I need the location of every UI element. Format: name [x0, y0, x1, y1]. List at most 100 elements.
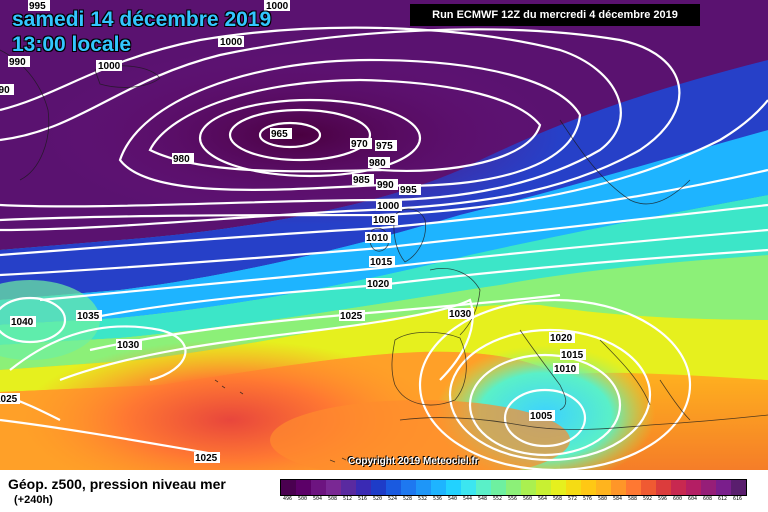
isobar-label: 1020 [549, 332, 575, 344]
colorbar-swatch [731, 480, 746, 495]
colorbar-swatch [296, 480, 311, 495]
colorbar-value-label: 572 [567, 496, 578, 502]
isobar-label: 1025 [339, 310, 365, 322]
svg-text:970: 970 [351, 139, 368, 150]
colorbar-labels: 496 500 504 508 512 516 520 524 528 532 536 540 544 5… [280, 496, 745, 502]
isobar-985 [118, 58, 582, 191]
colorbar-swatch [701, 480, 716, 495]
colorbar-swatch [641, 480, 656, 495]
forecast-date: samedi 14 décembre 2019 [12, 8, 272, 31]
band-cyan [0, 195, 768, 345]
isobar-1035 [9, 325, 187, 382]
colorbar-swatch [311, 480, 326, 495]
isobar-980 [148, 78, 542, 173]
colorbar-value-label: 600 [672, 496, 683, 502]
coast-britain [393, 208, 426, 263]
isobar-1040 [0, 296, 67, 344]
deep-low-core [40, 45, 560, 225]
svg-text:1020: 1020 [550, 333, 573, 344]
isobar-label: 1000 [218, 36, 244, 48]
forecast-local-time: 13:00 locale [12, 33, 132, 56]
colorbar-value-label: 536 [432, 496, 443, 502]
isobar-1010 [0, 203, 768, 277]
colorbar-swatch [521, 480, 536, 495]
colorbar-value-label: 616 [732, 496, 743, 502]
colorbar-value-label: 532 [417, 496, 428, 502]
colorbar-value-label: 584 [612, 496, 623, 502]
isobar-label: 1005 [372, 214, 398, 226]
svg-text:1025: 1025 [195, 453, 218, 464]
svg-text:985: 985 [353, 175, 370, 186]
svg-text:1025: 1025 [340, 311, 363, 322]
colorbar-swatch [506, 480, 521, 495]
colorbar-value-label: 592 [642, 496, 653, 502]
svg-text:1010: 1010 [554, 364, 577, 375]
isobar-label: 1035 [76, 310, 102, 322]
coast-italy [519, 329, 567, 411]
colorbar-value-label: 520 [372, 496, 383, 502]
svg-text:1015: 1015 [370, 257, 393, 268]
isobar-label: 1020 [366, 278, 392, 290]
svg-text:1005: 1005 [530, 411, 553, 422]
svg-text:1000: 1000 [377, 201, 400, 212]
svg-text:1015: 1015 [561, 350, 584, 361]
isobar-label: 1000 [96, 60, 122, 72]
svg-text:980: 980 [369, 158, 386, 169]
colorbar-swatch [671, 480, 686, 495]
colorbar-value-label: 580 [597, 496, 608, 502]
isobar-lines [0, 26, 768, 470]
colorbar-value-label: 560 [522, 496, 533, 502]
colorbar-value-label: 540 [447, 496, 458, 502]
colorbar-swatch [686, 480, 701, 495]
isobar-label: 1015 [560, 349, 586, 361]
colorbar-swatch [626, 480, 641, 495]
isobar-labels: 1000 1000 1000 995 990 990 980 965 970 9… [0, 0, 586, 464]
colorbar-value-label: 504 [312, 496, 323, 502]
isobar-label: 995 [399, 184, 421, 196]
isobar-1000 [0, 99, 768, 222]
svg-text:990: 990 [0, 85, 10, 96]
isobar-south-1025 [0, 418, 221, 457]
colorbar-swatch [371, 480, 386, 495]
warm-field-south [270, 400, 570, 470]
isobar-1030 [59, 298, 474, 382]
colorbar-swatch [431, 480, 446, 495]
isobar-med-1015 [448, 328, 652, 462]
colorbar-swatch [581, 480, 596, 495]
isobar-label: 985 [352, 174, 374, 186]
coast-ireland [369, 228, 389, 252]
copyright-notice: Copyright 2019 Meteociel.fr [348, 456, 479, 467]
isobar-med-1010 [468, 353, 622, 457]
colorbar-value-label: 528 [402, 496, 413, 502]
isobar-label: 1030 [448, 308, 474, 320]
svg-text:990: 990 [377, 180, 394, 191]
colorbar-value-label: 512 [342, 496, 353, 502]
colorbar-value-label: 604 [687, 496, 698, 502]
svg-text:1000: 1000 [220, 37, 243, 48]
svg-text:1025: 1025 [0, 394, 18, 405]
colorbar-swatch [611, 480, 626, 495]
svg-text:1000: 1000 [266, 1, 289, 12]
colorbar-swatch [536, 480, 551, 495]
colorbar-value-label: 544 [462, 496, 473, 502]
isobar-label: 1010 [553, 363, 579, 375]
isobar-1005 [0, 168, 768, 257]
colorbar-swatch [656, 480, 671, 495]
isobar-label: 965 [270, 128, 292, 140]
colorbar-value-label: 596 [657, 496, 668, 502]
isobar-label: 995 [28, 0, 50, 12]
colorbar [280, 479, 747, 496]
colorbar-swatch [476, 480, 491, 495]
colorbar-value-label: 612 [717, 496, 728, 502]
coast-azores-islands [214, 379, 244, 395]
colorbar-swatch [356, 480, 371, 495]
colorbar-value-label: 576 [582, 496, 593, 502]
isobar-label: 990 [376, 179, 398, 191]
z500-pressure-map: 1000 1000 1000 995 990 990 980 965 970 9… [0, 0, 768, 470]
isobar-970 [228, 108, 372, 162]
svg-text:1000: 1000 [98, 61, 121, 72]
isobar-label: 990 [8, 56, 30, 68]
svg-text:980: 980 [173, 154, 190, 165]
coast-north-africa [399, 414, 768, 430]
svg-text:1040: 1040 [11, 317, 34, 328]
